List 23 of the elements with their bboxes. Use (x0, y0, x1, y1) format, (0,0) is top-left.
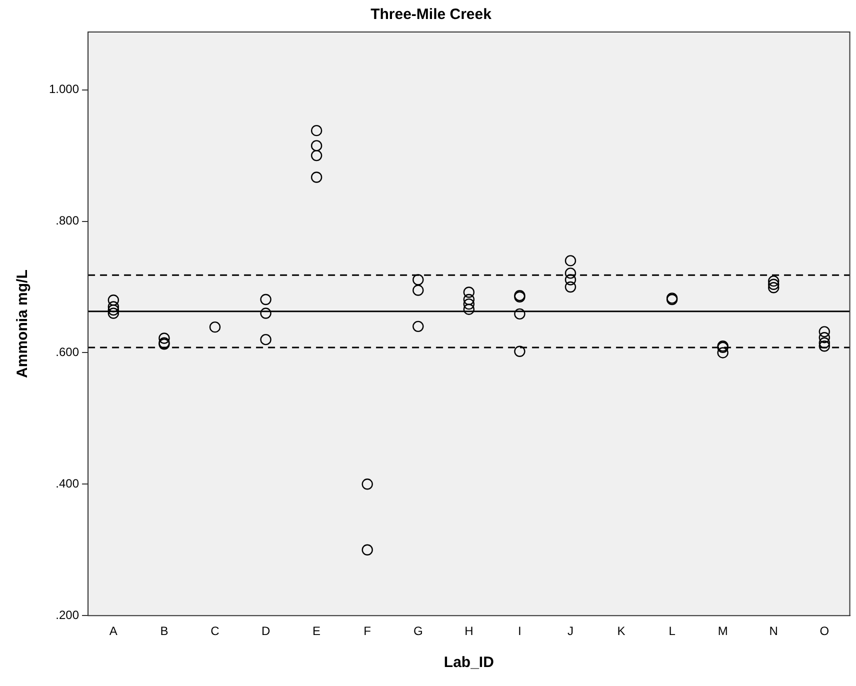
y-tick-label: .400 (56, 476, 80, 490)
x-tick-label: C (210, 624, 220, 638)
x-tick-label: E (312, 624, 321, 638)
x-tick-label: O (820, 624, 830, 638)
x-tick-label: B (160, 624, 168, 638)
chart-title: Three-Mile Creek (370, 6, 492, 24)
x-tick-label: D (261, 624, 270, 638)
x-tick-label: M (718, 624, 728, 638)
x-tick-label: L (668, 624, 676, 638)
x-axis-title: Lab_ID (444, 654, 494, 672)
y-tick-label: 1.000 (49, 82, 80, 96)
y-axis-title: Ammonia mg/L (14, 270, 32, 378)
x-tick-label: G (413, 624, 423, 638)
x-tick-label: J (567, 624, 574, 638)
x-tick-label: I (518, 624, 522, 638)
x-tick-label: A (109, 624, 118, 638)
x-tick-label: H (464, 624, 474, 638)
y-tick-label: .200 (56, 608, 80, 622)
y-tick-label: .600 (56, 345, 80, 360)
x-tick-label: F (364, 624, 372, 638)
y-tick-label: .800 (56, 214, 80, 228)
x-tick-label: N (769, 624, 778, 638)
x-tick-label: K (617, 624, 626, 638)
